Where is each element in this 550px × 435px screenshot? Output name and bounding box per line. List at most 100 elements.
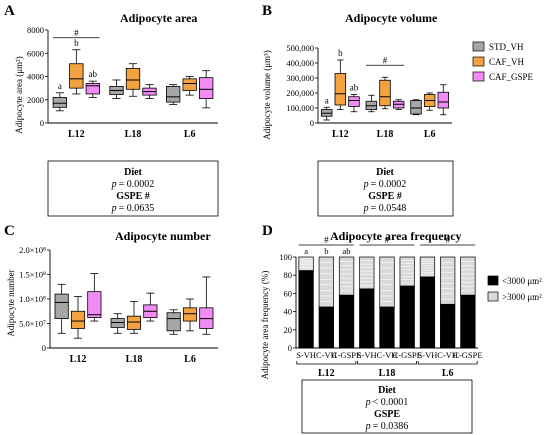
box-caf-vh xyxy=(182,307,198,322)
stats-a-heading: Diet xyxy=(124,167,142,178)
y-tick-label: 2.0×10⁸ xyxy=(19,245,46,255)
box-caf-gspe xyxy=(437,91,450,109)
box-caf-vh xyxy=(182,78,197,91)
stats-a-p2-value: = 0.0635 xyxy=(119,203,155,214)
y-tick-label: 2000 xyxy=(27,95,44,105)
y-tick-label: 60 xyxy=(284,288,293,298)
box-caf-vh xyxy=(125,67,141,90)
legend-swatch-caf-vh xyxy=(472,56,485,67)
box-caf-gspe xyxy=(85,83,100,95)
legend-label-caf-vh: CAF_VH xyxy=(489,57,525,67)
panel-b-boxplot: 0 100,000 200,000 300,000 400,000 500,000 L12 L… xyxy=(286,43,452,140)
panel-letter-d: D xyxy=(262,223,273,239)
bar-above-3000 xyxy=(419,256,436,278)
bar-x-label: S-VH xyxy=(418,350,438,360)
y-tick-label: 400,000 xyxy=(286,58,314,68)
x-category-label: L6 xyxy=(184,129,196,140)
significance-letter: ab xyxy=(89,69,98,79)
legend-swatch-caf-gspe xyxy=(472,71,485,82)
x-category-label: L6 xyxy=(424,129,436,140)
frequency-legend: <3000 μm² >3000 μm² xyxy=(487,275,542,302)
panel-letter-c: C xyxy=(4,223,15,239)
bar-above-3000 xyxy=(460,256,476,296)
y-tick-label: 500,000 xyxy=(286,43,314,53)
significance-letter: ab xyxy=(350,83,359,93)
panel-letter-b: B xyxy=(262,3,272,19)
y-tick-label: 8000 xyxy=(27,25,44,35)
bar-above-3000 xyxy=(298,256,314,271)
legend-swatch-std-vh xyxy=(472,41,485,52)
significance-hash: # xyxy=(324,235,329,245)
stats-b-p1: p = 0.0002 xyxy=(363,179,407,190)
box-caf-vh xyxy=(126,315,142,330)
panel-a-title: Adipocyte area xyxy=(120,11,197,25)
y-tick-label: 100 xyxy=(279,252,292,262)
stats-b-p1-value: = 0.0002 xyxy=(371,179,407,190)
x-category-label: L12 xyxy=(332,129,349,140)
stats-d-p2: p = 0.0386 xyxy=(365,421,409,432)
stats-d-p1: p < 0.0001 xyxy=(365,397,409,408)
legend-label-std-vh: STD_VH xyxy=(489,42,524,52)
bar-x-label: S-VH xyxy=(296,350,316,360)
panel-letter-a: A xyxy=(4,3,15,19)
significance-letter: b xyxy=(338,48,343,58)
significance-hash: # xyxy=(383,55,388,65)
bar-x-label: C-GSPE xyxy=(453,350,482,360)
box-std-vh xyxy=(54,293,69,320)
stats-a-p1-value: = 0.0002 xyxy=(119,179,155,190)
x-category-label: L6 xyxy=(184,354,196,365)
y-tick-label: 0 xyxy=(40,118,44,128)
bar-x-label: C-VH xyxy=(377,350,398,360)
bar-above-3000 xyxy=(399,256,415,287)
significance-letter: a xyxy=(325,95,329,105)
y-tick-label: 5.0×10⁷ xyxy=(19,319,46,329)
panel-a-stats-box: Diet p = 0.0002 GSPE # p = 0.0635 xyxy=(47,160,219,217)
box-caf-vh xyxy=(334,73,347,106)
legend-swatch-below-3000 xyxy=(487,275,499,286)
bar-below-3000 xyxy=(318,306,334,349)
x-category-label: L18 xyxy=(126,354,143,365)
treatment-legend: STD_VH CAF_VH CAF_GSPE xyxy=(472,41,534,82)
panel-b-stats-box: Diet p = 0.0002 GSPE # p = 0.0548 xyxy=(317,160,454,217)
y-tick-label: 100,000 xyxy=(286,103,314,113)
y-tick-label: 80 xyxy=(284,270,293,280)
stats-a-p2: p = 0.0635 xyxy=(111,203,155,214)
x-category-label: L18 xyxy=(377,129,394,140)
stats-b-sub: GSPE # xyxy=(368,191,402,202)
legend-swatch-above-3000 xyxy=(487,291,499,302)
box-std-vh xyxy=(52,97,67,108)
bar-below-3000 xyxy=(399,285,415,349)
x-category-label: L12 xyxy=(68,129,85,140)
y-tick-label: 1.0×10⁸ xyxy=(19,294,46,304)
y-tick-label: 1.5×10⁸ xyxy=(19,270,46,280)
legend-label-caf-gspe: CAF_GSPE xyxy=(489,72,534,82)
y-tick-label: 6000 xyxy=(27,48,44,58)
bar-below-3000 xyxy=(419,276,436,349)
panel-c-boxplot: 0 5.0×10⁷ 1.0×10⁸ 1.5×10⁸ 2.0×10⁸ L12 L18 L6 xyxy=(19,245,218,365)
y-tick-label: 300,000 xyxy=(286,73,314,83)
bar-above-3000 xyxy=(379,256,395,308)
panel-c-title: Adipocyte number xyxy=(115,229,211,243)
bar-below-3000 xyxy=(338,294,355,349)
panel-d-stats-box: Diet p < 0.0001 GSPE p = 0.0386 xyxy=(301,379,473,434)
y-tick-label: 0 xyxy=(310,118,314,128)
bar-below-3000 xyxy=(379,306,395,349)
stats-b-heading: Diet xyxy=(376,167,394,178)
stats-d-p2-value: = 0.0386 xyxy=(373,421,409,432)
y-tick-label: 0 xyxy=(42,343,46,353)
stats-a-p1: p = 0.0002 xyxy=(111,179,155,190)
stats-d-p1-value: < 0.0001 xyxy=(373,397,409,408)
panel-b-ylabel: Adipocyte volume (μm³) xyxy=(262,50,272,140)
significance-hash: # xyxy=(445,235,450,245)
bar-x-label: C-VH xyxy=(316,350,337,360)
stats-d-heading: Diet xyxy=(378,385,396,396)
significance-hash: # xyxy=(74,28,79,38)
box-caf-vh xyxy=(69,63,84,89)
panel-a-ylabel: Adipocyte area (μm²) xyxy=(14,56,24,134)
group-label: L6 xyxy=(442,368,454,379)
significance-letter: b xyxy=(74,38,79,48)
box-caf-gspe xyxy=(87,291,102,319)
significance-letter: b xyxy=(324,246,328,256)
